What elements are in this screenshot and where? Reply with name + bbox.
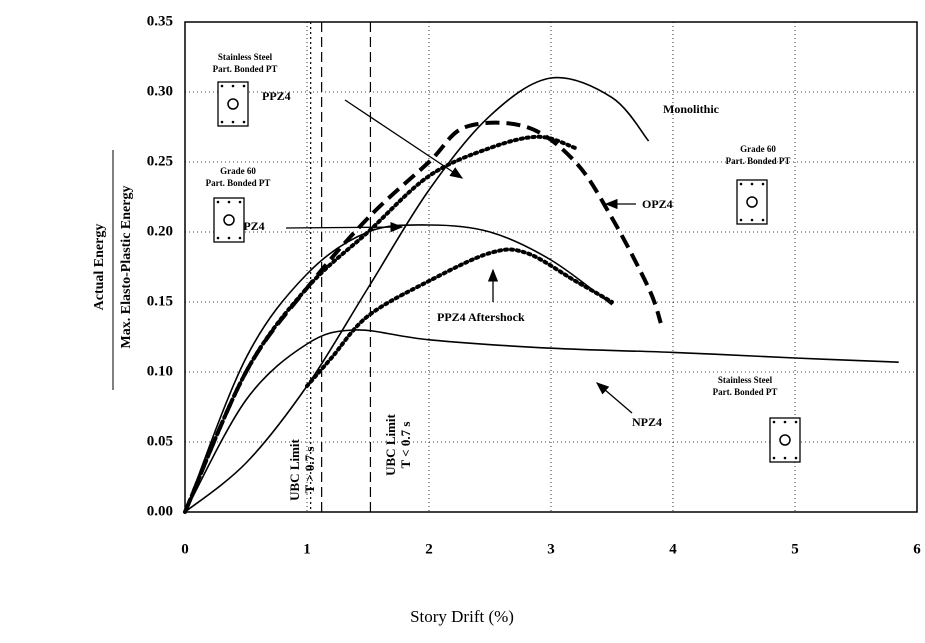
detail-icon-dot xyxy=(231,84,235,88)
detail-icon-dot xyxy=(772,420,776,424)
detail-note: Part. Bonded PT xyxy=(213,64,278,74)
x-tick-label: 2 xyxy=(425,541,433,557)
detail-icon-dot xyxy=(227,236,231,240)
detail-icon-circle xyxy=(223,214,235,226)
detail-note: Stainless Steel xyxy=(218,52,273,62)
detail-note: Part. Bonded PT xyxy=(713,387,778,397)
detail-note: Grade 60 xyxy=(740,144,776,154)
y-axis-title-top: Actual Energy xyxy=(92,224,107,311)
arrow xyxy=(285,221,404,233)
y-tick-label: 0.30 xyxy=(147,83,173,99)
limit-label: T > 0.7 s xyxy=(302,447,317,494)
detail-icon-dot xyxy=(227,200,231,204)
limit-label: UBC Limit xyxy=(383,413,398,475)
y-tick-label: 0.20 xyxy=(147,223,173,239)
series-label: Monolithic xyxy=(663,102,720,116)
detail-icon-dot xyxy=(238,236,242,240)
detail-note: Part. Bonded PT xyxy=(206,178,271,188)
limit-label: UBC Limit xyxy=(287,438,302,500)
detail-icon xyxy=(736,179,768,225)
detail-icon-dot xyxy=(794,456,798,460)
detail-icon-dot xyxy=(739,182,743,186)
detail-icon-dot xyxy=(783,420,787,424)
series-line xyxy=(183,120,663,513)
arrow xyxy=(596,382,633,414)
series-label: PPZ4 xyxy=(262,89,291,103)
y-tick-label: 0.00 xyxy=(147,503,173,519)
detail-icon-dot xyxy=(750,182,754,186)
y-tick-label: 0.15 xyxy=(147,293,173,309)
detail-icon-dot xyxy=(242,84,246,88)
detail-icon-dot xyxy=(794,420,798,424)
detail-note: Stainless Steel xyxy=(718,375,773,385)
detail-icon-dot xyxy=(238,200,242,204)
detail-icon-dot xyxy=(220,84,224,88)
detail-icon-dot xyxy=(750,218,754,222)
detail-icon-dot xyxy=(242,120,246,124)
detail-icon-dot xyxy=(216,200,220,204)
x-tick-label: 6 xyxy=(913,541,921,557)
y-tick-label: 0.05 xyxy=(147,433,173,449)
series-line xyxy=(184,76,650,513)
detail-icon-dot xyxy=(220,120,224,124)
y-tick-label: 0.25 xyxy=(147,153,173,169)
detail-icon-dot xyxy=(739,218,743,222)
detail-icon-dot xyxy=(231,120,235,124)
detail-icon-dot xyxy=(216,236,220,240)
x-tick-label: 3 xyxy=(547,541,555,557)
series-line xyxy=(183,134,578,514)
series-line xyxy=(305,247,614,388)
limit-label: T < 0.7 s xyxy=(398,422,413,469)
x-tick-label: 0 xyxy=(181,541,189,557)
detail-icon xyxy=(213,197,245,243)
detail-icon-dot xyxy=(772,456,776,460)
series-line xyxy=(184,224,613,513)
series-label: NPZ4 xyxy=(632,415,662,429)
detail-icon-circle xyxy=(746,196,758,208)
arrow xyxy=(344,99,464,179)
detail-icon-circle xyxy=(779,434,791,446)
x-tick-label: 4 xyxy=(669,541,677,557)
x-axis-title: Story Drift (%) xyxy=(410,607,514,626)
x-tick-label: 5 xyxy=(791,541,799,557)
detail-icon-dot xyxy=(783,456,787,460)
detail-icon xyxy=(769,417,801,463)
series-label: PPZ4 Aftershock xyxy=(437,310,525,324)
detail-icon-dot xyxy=(761,218,765,222)
detail-icon-dot xyxy=(761,182,765,186)
x-tick-label: 1 xyxy=(303,541,311,557)
y-axis-title-bottom: Max. Elasto-Plastic Energy xyxy=(119,186,134,349)
detail-icon xyxy=(217,81,249,127)
detail-note: Part. Bonded PT xyxy=(726,156,791,166)
detail-icon-circle xyxy=(227,98,239,110)
y-tick-label: 0.35 xyxy=(147,13,173,29)
detail-note: Grade 60 xyxy=(220,166,256,176)
series-label: OPZ4 xyxy=(642,197,673,211)
y-tick-label: 0.10 xyxy=(147,363,173,379)
series-line xyxy=(184,329,899,513)
